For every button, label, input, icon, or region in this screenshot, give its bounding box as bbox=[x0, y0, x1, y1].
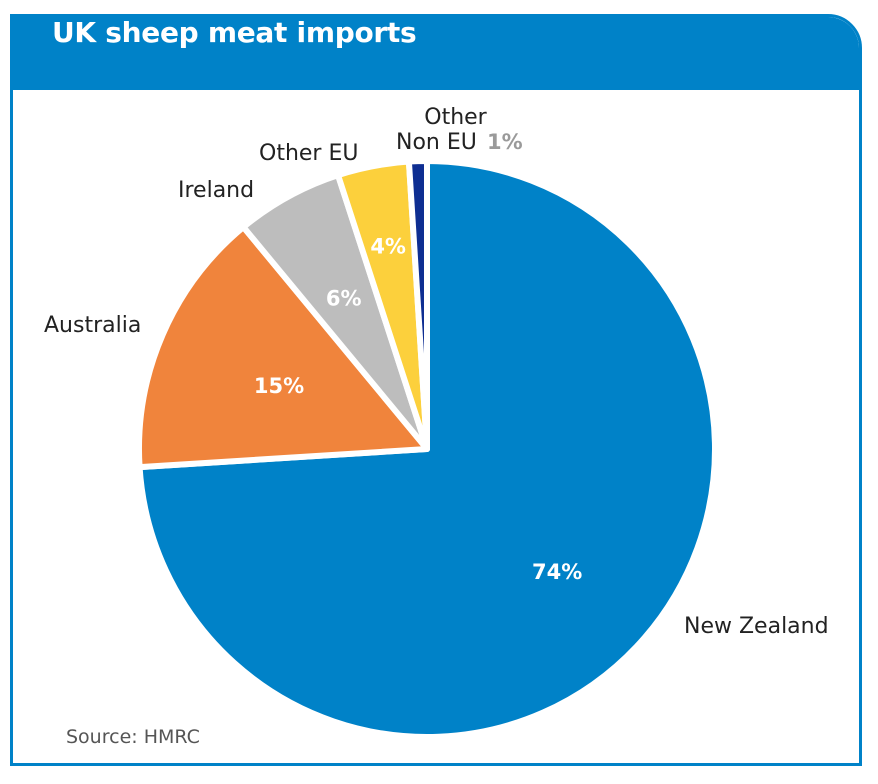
pie-slice-other-non-eu bbox=[405, 158, 430, 452]
label-other-non-eu: Other Non EU bbox=[396, 105, 494, 155]
label-other-non-eu-line1: Other bbox=[424, 105, 487, 130]
chart-title: UK sheep meat imports bbox=[52, 16, 417, 49]
source-note: Source: HMRC bbox=[66, 726, 200, 748]
label-new-zealand: New Zealand bbox=[684, 614, 829, 639]
label-other-non-eu-line2: Non EU bbox=[396, 130, 477, 155]
pie-slices bbox=[136, 158, 718, 740]
chart-header bbox=[13, 17, 859, 90]
pie-value-labels: 74% 15% 6% 4% bbox=[254, 234, 582, 584]
value-label-new-zealand: 74% bbox=[532, 560, 582, 584]
value-label-other-eu: 4% bbox=[370, 234, 406, 258]
value-label-other-non-eu: 1% bbox=[487, 130, 523, 154]
value-label-australia: 15% bbox=[254, 374, 304, 398]
label-ireland: Ireland bbox=[178, 178, 254, 203]
value-label-ireland: 6% bbox=[326, 287, 362, 311]
pie-slice-australia bbox=[136, 224, 430, 471]
label-other-eu: Other EU bbox=[259, 141, 358, 166]
label-australia: Australia bbox=[44, 313, 141, 338]
